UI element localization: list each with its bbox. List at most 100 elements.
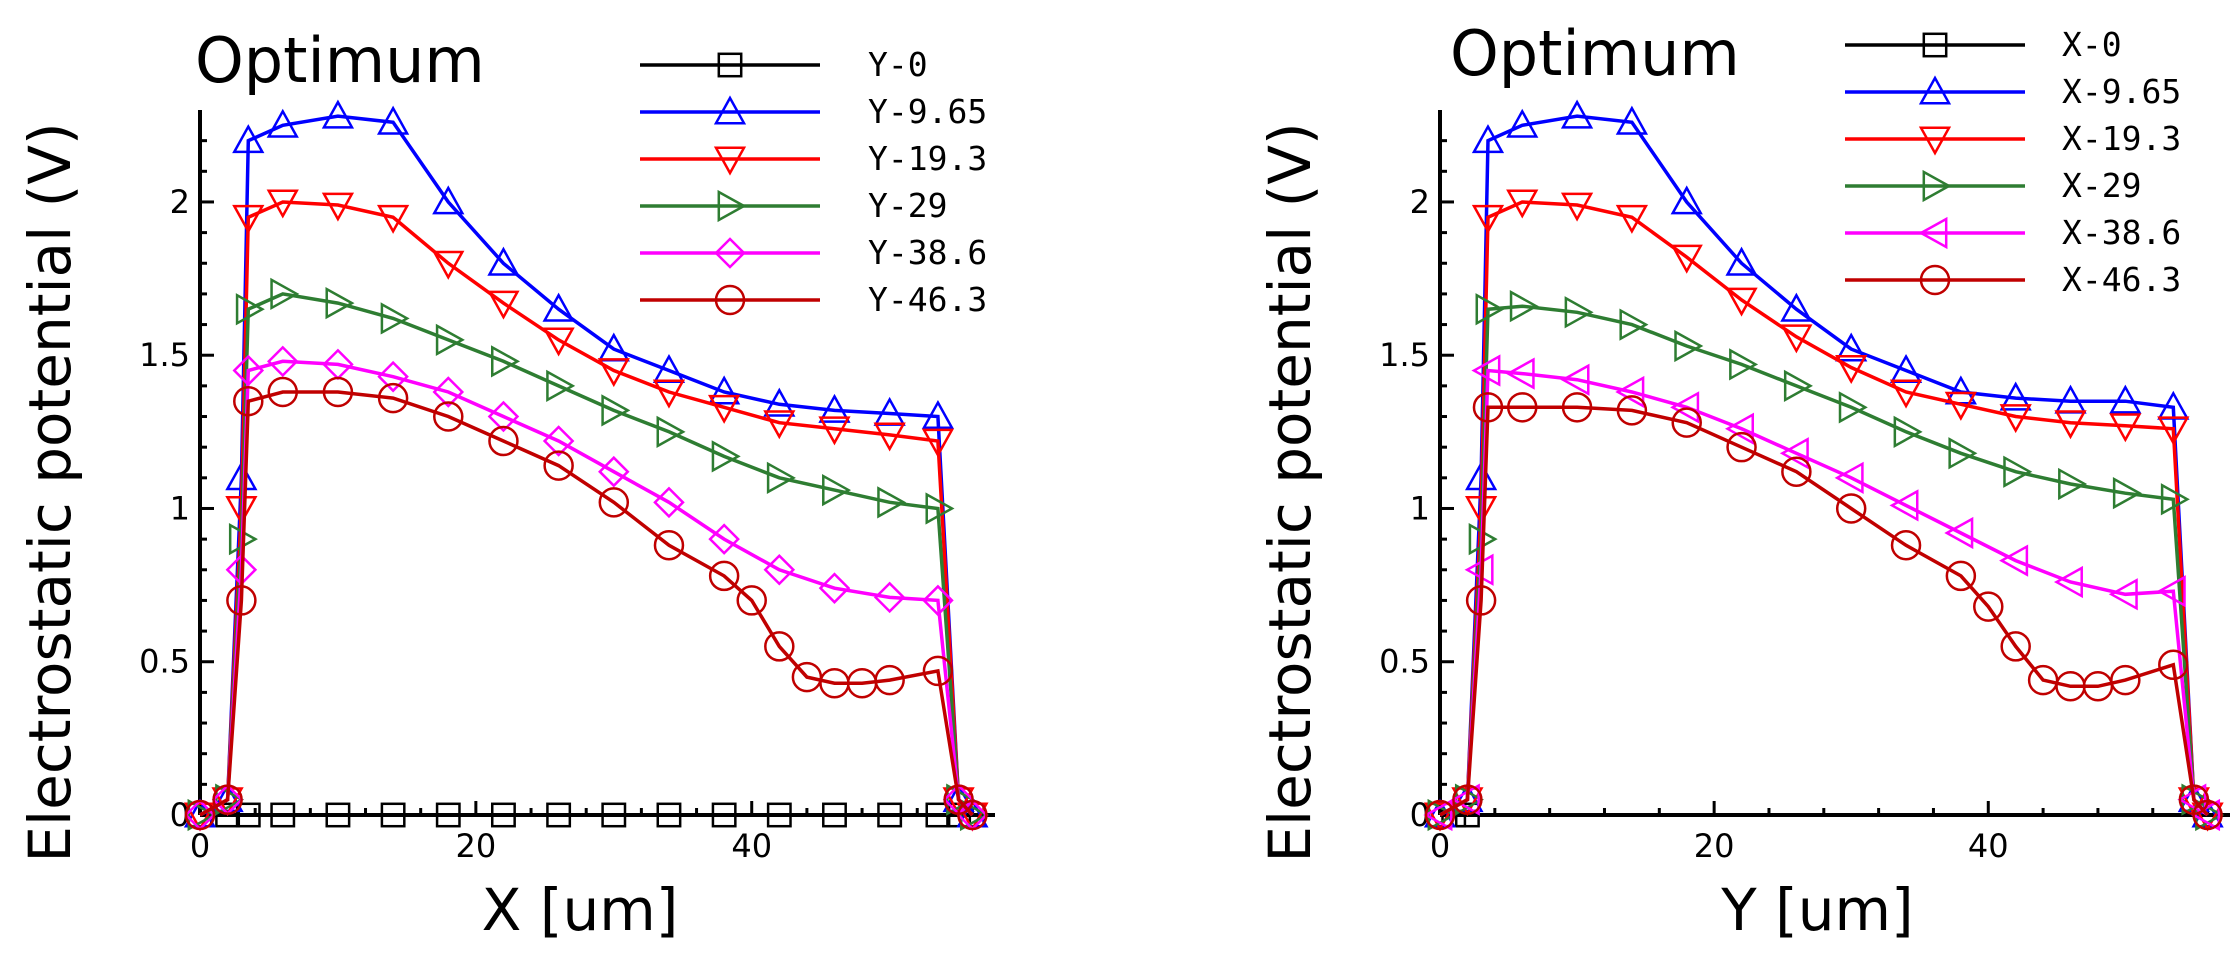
- data-point: [1835, 332, 1868, 362]
- data-point: [763, 387, 796, 417]
- legend-entry: X-9.65: [1845, 72, 2181, 111]
- data-point: [488, 425, 519, 457]
- legend-marker: [714, 237, 746, 269]
- data-point: [1471, 354, 1501, 387]
- x-tick-label: 40: [731, 827, 772, 865]
- data-point: [1423, 798, 1457, 828]
- data-point: [1423, 802, 1457, 832]
- data-point: [226, 585, 257, 616]
- y-tick-label: 1.5: [139, 336, 190, 374]
- y-tick-label: 0: [170, 796, 190, 834]
- legend-label: X-0: [2062, 25, 2122, 64]
- y-axis-title: Electrostatic potential (V): [16, 122, 84, 862]
- x-axis-title: X [um]: [482, 876, 679, 944]
- data-point: [1619, 308, 1649, 341]
- data-point: [2158, 649, 2189, 681]
- data-point: [266, 189, 299, 219]
- data-point: [1506, 108, 1539, 138]
- data-point: [1560, 99, 1594, 129]
- x-tick-label: 0: [1430, 827, 1450, 865]
- data-point: [376, 204, 410, 234]
- data-point: [184, 799, 216, 831]
- data-point: [1779, 437, 1809, 470]
- x-tick-label: 40: [1968, 827, 2009, 865]
- data-point: [1889, 379, 1923, 409]
- legend-label: X-38.6: [2062, 213, 2181, 252]
- y-tick-label: 0.5: [139, 643, 190, 681]
- data-point: [183, 802, 217, 832]
- legend-label: Y-38.6: [868, 233, 987, 272]
- y-tick-label: 1.5: [1379, 336, 1430, 374]
- data-point: [1615, 204, 1649, 234]
- series-X-19.3: [1423, 189, 2224, 832]
- data-point: [766, 461, 796, 494]
- data-point: [1944, 391, 1977, 421]
- data-point: [1948, 437, 1978, 470]
- data-point: [653, 486, 685, 519]
- data-point: [708, 375, 741, 405]
- data-point: [1834, 461, 1864, 494]
- legend-label: Y-29: [868, 186, 947, 225]
- data-point: [2108, 578, 2138, 611]
- data-point: [818, 393, 851, 423]
- data-point: [956, 798, 989, 828]
- data-point: [957, 799, 988, 831]
- data-point: [1944, 516, 1974, 550]
- series-Y-29: [187, 277, 989, 832]
- data-point: [925, 492, 955, 525]
- data-point: [1670, 244, 1703, 274]
- series-line: [1439, 304, 2209, 817]
- series-line: [1439, 114, 2209, 817]
- legend-marker: [1922, 169, 1952, 203]
- series-Y-9.65: [183, 99, 989, 828]
- data-point: [2054, 410, 2087, 440]
- data-point: [818, 572, 851, 604]
- legend-entry: Y-38.6: [640, 233, 987, 272]
- data-point: [1973, 591, 2004, 622]
- data-point: [233, 385, 264, 417]
- data-point: [2000, 631, 2031, 662]
- data-point: [877, 802, 903, 828]
- legend-marker: [713, 146, 747, 176]
- data-point: [1671, 407, 1702, 438]
- data-point: [763, 410, 796, 440]
- series-line: [199, 359, 974, 817]
- legend-label: Y-0: [868, 45, 928, 84]
- series-line: [1439, 405, 2209, 817]
- data-point: [1670, 391, 1700, 424]
- data-point: [1465, 585, 1497, 616]
- y-tick-label: 2: [1410, 183, 1430, 221]
- series-Y-0: [187, 802, 985, 828]
- data-point: [925, 802, 951, 828]
- data-point: [2058, 467, 2088, 501]
- data-point: [2191, 798, 2224, 828]
- data-point: [1893, 415, 1923, 448]
- data-point: [874, 664, 905, 696]
- data-point: [2156, 575, 2186, 608]
- data-point: [487, 246, 520, 276]
- data-point: [270, 277, 300, 311]
- data-point: [1615, 375, 1645, 409]
- data-point: [1561, 392, 1593, 423]
- data-point: [267, 376, 299, 408]
- data-point: [1726, 431, 1757, 463]
- data-point: [873, 581, 906, 614]
- data-point: [959, 798, 989, 832]
- data-point: [764, 631, 795, 662]
- x-tick-label: 0: [190, 827, 210, 865]
- legend-entry: Y-19.3: [640, 139, 987, 178]
- data-point: [232, 354, 265, 387]
- data-point: [487, 290, 520, 320]
- data-point: [921, 428, 955, 458]
- y-tick-label: 2: [170, 183, 190, 221]
- legend-marker: [1918, 75, 1952, 105]
- y-axis-title: Electrostatic potential (V): [1256, 122, 1324, 862]
- data-point: [597, 358, 630, 388]
- data-point: [376, 105, 410, 135]
- y-tick-label: 0.5: [1379, 643, 1430, 681]
- legend-entry: X-38.6: [1845, 213, 2181, 252]
- data-point: [211, 783, 244, 813]
- data-point: [187, 798, 217, 832]
